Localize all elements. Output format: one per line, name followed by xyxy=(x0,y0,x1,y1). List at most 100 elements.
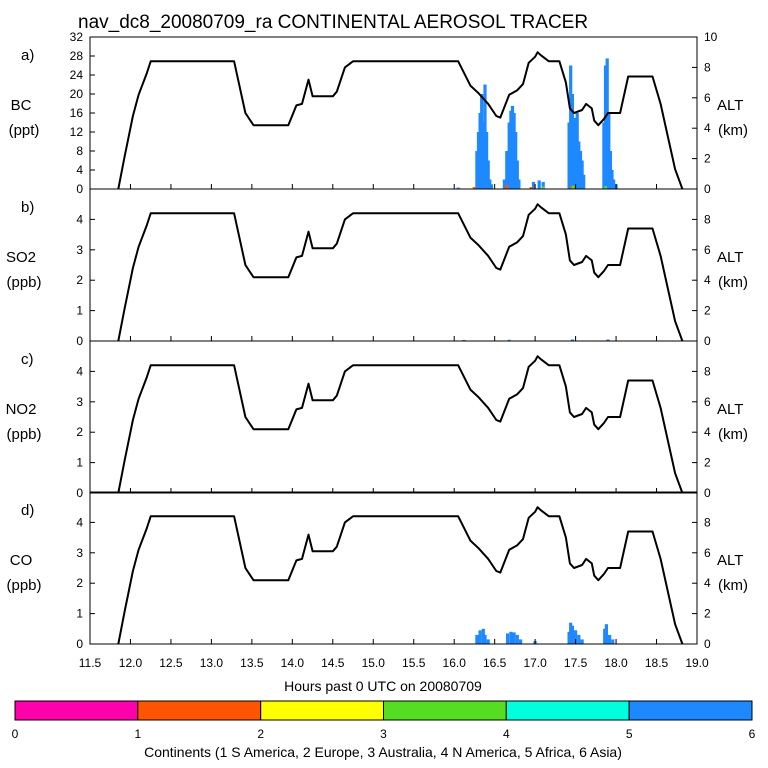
colorbar-segment xyxy=(137,700,262,721)
alt-tick-label: 4 xyxy=(704,121,711,135)
bar-bc-asia xyxy=(612,179,616,189)
bar-bc-asia xyxy=(456,187,460,189)
panel-species: CO xyxy=(10,552,33,569)
panel-unit: (ppt) xyxy=(9,122,40,139)
colorbar-segment xyxy=(628,700,753,721)
y-tick-label: 12 xyxy=(70,125,84,139)
bar-bc-asia xyxy=(517,179,521,189)
alt-axis-unit: (km) xyxy=(718,577,748,594)
y-tick-label: 3 xyxy=(76,546,83,560)
y-tick-label: 1 xyxy=(76,456,83,470)
bar-co-asia xyxy=(569,622,573,644)
panel-letter: a) xyxy=(21,47,34,64)
y-tick-label: 3 xyxy=(76,395,83,409)
bar-bc-asia xyxy=(603,65,608,189)
y-tick-label: 8 xyxy=(76,144,83,158)
bar-co-asia xyxy=(574,630,578,644)
panel-unit: (ppb) xyxy=(6,274,41,291)
alt-axis-label: ALT xyxy=(717,97,743,114)
panels: 0481216202428320246810a)BC(ppt)ALT(km)01… xyxy=(6,30,748,651)
bar-bc-asia xyxy=(515,160,519,189)
altitude-line xyxy=(117,506,684,645)
alt-tick-label: 8 xyxy=(704,515,711,529)
bar-bc-asia xyxy=(489,184,493,190)
alt-tick-label: 8 xyxy=(704,60,711,74)
bar-bc-europe xyxy=(472,187,476,189)
y-tick-label: 4 xyxy=(76,163,83,177)
colorbar-tick-label: 1 xyxy=(134,727,141,741)
y-tick-label: 2 xyxy=(76,425,83,439)
x-axis-label: Hours past 0 UTC on 20080709 xyxy=(284,678,482,694)
bar-bc-asia xyxy=(582,174,586,190)
bar-bc-asia xyxy=(541,181,545,189)
y-tick-label: 1 xyxy=(76,304,83,318)
bar-co-asia xyxy=(486,639,490,644)
bar-co-asia xyxy=(608,634,612,644)
alt-axis-unit: (km) xyxy=(718,426,748,443)
bar-bc-asia xyxy=(481,122,485,189)
bar-co-asia xyxy=(580,639,584,644)
y-tick-label: 1 xyxy=(76,607,83,621)
bar-co-asia xyxy=(611,639,615,644)
colorbar-tick-label: 0 xyxy=(12,727,19,741)
alt-tick-label: 4 xyxy=(704,425,711,439)
bar-co-asia xyxy=(603,628,607,644)
x-tick-label: 19.0 xyxy=(685,656,709,670)
bar-co-asia xyxy=(475,634,479,644)
y-tick-label: 2 xyxy=(76,576,83,590)
alt-tick-label: 0 xyxy=(704,182,711,196)
bar-co-asia xyxy=(509,631,513,644)
panel-letter: b) xyxy=(21,199,34,216)
colorbar-tick-label: 5 xyxy=(626,727,633,741)
alt-axis-label: ALT xyxy=(717,249,743,266)
y-tick-label: 16 xyxy=(70,106,84,120)
y-tick-label: 24 xyxy=(70,68,84,82)
alt-tick-label: 0 xyxy=(704,334,711,348)
alt-tick-label: 6 xyxy=(704,91,711,105)
x-tick-label: 12.0 xyxy=(119,656,143,670)
panel-no2: 0 1 2 3 4 0 2 4 6 8 c) NO2 (ppb) ALT (km) xyxy=(6,340,748,500)
panel-species: SO2 xyxy=(6,249,36,266)
bar-co-asia xyxy=(481,628,485,644)
bar-co-asia xyxy=(604,624,608,644)
bar-bc-asia xyxy=(486,160,490,189)
bar-bc-asia xyxy=(488,179,492,189)
colorbar-tick-label: 2 xyxy=(257,727,264,741)
colorbar-segment xyxy=(383,700,507,721)
colorbar-tick-label: 4 xyxy=(503,727,510,741)
bar-co-asia xyxy=(506,633,510,644)
bar-bc-asia xyxy=(502,179,506,189)
alt-tick-label: 0 xyxy=(704,637,711,651)
alt-tick-label: 0 xyxy=(704,486,711,500)
bar-co-asia xyxy=(483,634,487,644)
colorbar-segment xyxy=(505,700,630,721)
alt-tick-label: 10 xyxy=(704,30,718,44)
colorbar: 0 1 2 3 4 5 6 xyxy=(12,700,756,741)
panel-unit: (ppb) xyxy=(6,577,41,594)
bar-so2-asia xyxy=(570,339,574,341)
alt-axis-unit: (km) xyxy=(718,274,748,291)
alt-tick-label: 6 xyxy=(704,546,711,560)
alt-tick-label: 2 xyxy=(704,152,711,166)
panel-co: 0 1 2 3 4 0 2 4 6 8 d) CO (ppb) ALT (km) xyxy=(6,491,748,651)
bar-co-asia xyxy=(515,634,519,644)
alt-tick-label: 8 xyxy=(704,212,711,226)
y-tick-label: 28 xyxy=(70,49,84,63)
x-tick-label: 18.5 xyxy=(645,656,669,670)
colorbar-tick-label: 6 xyxy=(749,727,756,741)
alt-tick-label: 2 xyxy=(704,304,711,318)
alt-tick-label: 2 xyxy=(704,607,711,621)
x-tick-label: 15.0 xyxy=(362,656,386,670)
x-tick-label: 16.5 xyxy=(483,656,507,670)
bar-bc-asia xyxy=(507,122,511,189)
bar-bc-asia xyxy=(514,132,518,189)
x-tick-label: 17.5 xyxy=(564,656,588,670)
y-tick-label: 2 xyxy=(76,273,83,287)
bar-co-asia xyxy=(512,632,516,644)
x-tick-label: 14.0 xyxy=(281,656,305,670)
y-tick-label: 20 xyxy=(70,87,84,101)
panel-species: NO2 xyxy=(6,401,37,418)
y-tick-label: 0 xyxy=(76,334,83,348)
panel-so2: 0 1 2 3 4 0 2 4 6 8 b) SO2 (ppb) ALT (km) xyxy=(6,188,748,348)
